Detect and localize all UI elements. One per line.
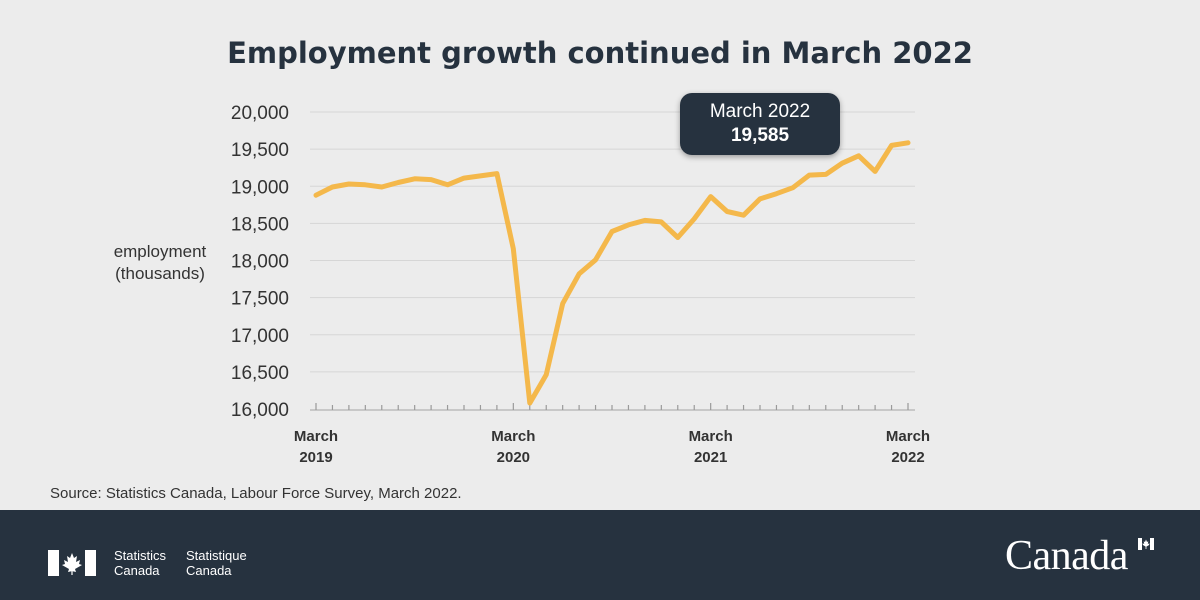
agency-en-line-2: Canada [114,563,160,578]
y-axis-label-line-1: employment [113,242,207,261]
canada-flag-icon [48,550,96,576]
x-tick-label: 2020 [497,449,530,466]
y-tick-label: 16,000 [231,400,289,421]
wordmark-flag-icon [1138,538,1154,550]
y-tick-label: 17,000 [231,326,289,347]
source-note: Source: Statistics Canada, Labour Force … [50,485,462,502]
x-tick-label: 2022 [891,449,924,466]
footer-bar: Statistics Canada Statistique Canada Can… [0,510,1200,600]
latest-value-callout: March 2022 19,585 [680,93,840,155]
callout-value: 19,585 [730,125,790,146]
y-tick-label: 18,000 [231,252,289,273]
agency-en-line-1: Statistics [114,548,167,563]
x-tick-label: March [886,428,930,445]
series-layer [313,140,911,406]
agency-fr-line-2: Canada [186,563,232,578]
x-tick-label: March [491,428,535,445]
y-tick-label: 16,500 [231,363,289,384]
x-tick-label: March [689,428,733,445]
y-tick-label: 20,000 [231,103,289,124]
chart-title: Employment growth continued in March 202… [227,36,973,70]
x-tick-label: March [294,428,338,445]
x-tick-label: 2019 [299,449,332,466]
agency-name-fr: Statistique Canada [186,548,247,578]
y-tick-label: 19,500 [231,140,289,161]
y-tick-label: 17,500 [231,289,289,310]
y-axis-ticks: 16,000 16,500 17,000 17,500 18,000 18,500 19,0… [231,103,289,421]
callout-date: March 2022 [709,101,811,122]
agency-name-en: Statistics Canada [114,548,166,578]
canada-wordmark: Canada [1005,533,1128,579]
agency-fr-line-1: Statistique [186,548,247,563]
line-chart: 16,000 16,500 17,000 17,500 18,000 18,500 19,0… [231,103,930,466]
x-tick-label: 2021 [694,449,727,466]
employment-series-line [313,140,911,406]
y-tick-label: 19,000 [231,177,289,198]
y-tick-label: 18,500 [231,214,289,235]
x-axis [310,403,915,411]
y-axis-label-line-2: (thousands) [115,264,205,283]
x-axis-ticks: March 2019 March 2020 March 2021 March 2022 [294,428,930,466]
